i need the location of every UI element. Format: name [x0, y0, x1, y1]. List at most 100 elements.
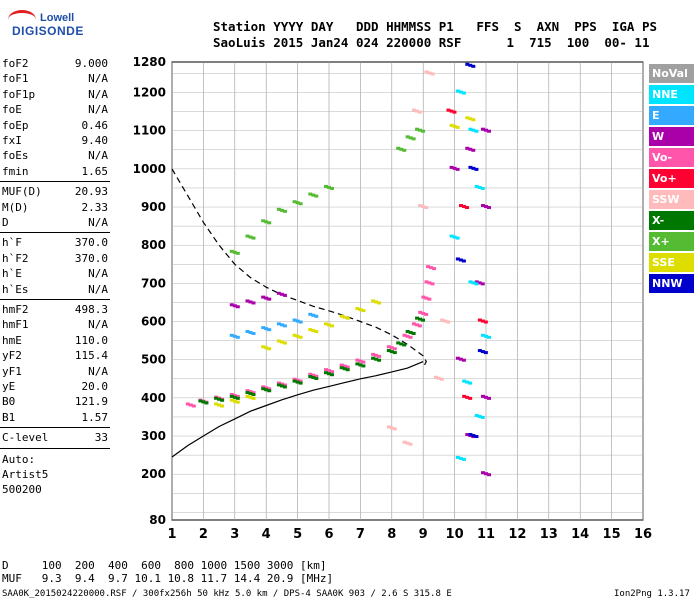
y-tick-label: 300: [141, 429, 166, 443]
param-row: fxI 9.40: [2, 134, 108, 149]
echo-point: [468, 280, 473, 284]
param-value: 20.0: [81, 380, 109, 393]
echo-point: [342, 364, 347, 368]
echo-point: [251, 331, 256, 335]
echo-point: [267, 221, 272, 225]
echo-point: [471, 434, 476, 438]
echo-point: [371, 352, 376, 356]
echo-point: [220, 404, 225, 408]
echo-point: [418, 310, 423, 314]
echo-point: [436, 376, 441, 380]
x-tick-label: 10: [446, 527, 464, 542]
param-value: N/A: [88, 87, 108, 101]
y-tick-label: 1100: [133, 124, 166, 138]
echo-point: [251, 391, 256, 395]
echo-point: [229, 398, 234, 402]
param-value: 370.0: [74, 251, 108, 265]
echo-point: [251, 396, 256, 400]
param-row: hmF1 N/A: [2, 318, 108, 333]
param-name: foE: [2, 103, 22, 117]
legend-item: NNW: [649, 274, 694, 293]
param-row: h`F2 370.0: [2, 252, 108, 267]
echo-point: [229, 392, 234, 396]
echo-point: [487, 396, 491, 400]
param-name: yE: [2, 380, 16, 393]
echo-point: [295, 378, 300, 382]
echo-point: [342, 367, 347, 371]
echo-point: [411, 322, 416, 326]
echo-point: [295, 201, 300, 205]
echo-point: [484, 472, 488, 476]
echo-point: [264, 388, 269, 392]
echo-point: [418, 128, 423, 132]
echo-point: [267, 297, 272, 301]
param-row: hmF2 498.3: [2, 303, 108, 318]
echo-point: [480, 415, 485, 419]
echo-point: [392, 351, 397, 355]
echo-point: [251, 301, 256, 305]
echo-point: [358, 308, 363, 312]
y-tick-label: 200: [141, 467, 166, 481]
header-row-2: SaoLuis 2015 Jan24 024 220000 RSF 1 715 …: [213, 35, 650, 50]
echo-point: [355, 358, 360, 362]
echo-point: [477, 414, 482, 418]
echo-point: [232, 393, 237, 397]
legend-item: E: [649, 106, 694, 125]
echo-point: [330, 324, 334, 328]
echo-point: [484, 395, 488, 399]
echo-point: [295, 319, 300, 323]
echo-point: [449, 234, 454, 238]
file-info: SAA0K_2015024220000.RSF / 300fx256h 50 k…: [2, 589, 452, 599]
echo-point: [330, 373, 334, 377]
echo-point: [480, 350, 485, 354]
legend-item: W: [649, 127, 694, 146]
echo-point: [461, 457, 466, 461]
distance-row: D 100 200 400 600 800 1000 1500 3000 [km…: [2, 559, 327, 572]
echo-point: [474, 413, 479, 417]
echo-point: [474, 167, 479, 171]
param-name: yF2: [2, 349, 22, 363]
param-row: yE 20.0: [2, 380, 108, 395]
echo-point: [261, 295, 266, 299]
echo-point: [477, 318, 482, 322]
echo-point: [361, 360, 366, 364]
echo-point: [459, 204, 464, 208]
echo-point: [461, 259, 466, 263]
param-value: 9.000: [74, 57, 108, 70]
echo-point: [452, 166, 457, 170]
echo-point: [201, 400, 206, 404]
echo-point: [408, 136, 413, 140]
echo-point: [292, 333, 297, 337]
echo-point: [449, 109, 454, 113]
echo-point: [311, 329, 316, 333]
echo-point: [292, 318, 297, 322]
echo-point: [386, 345, 391, 349]
echo-point: [245, 389, 250, 393]
echo-point: [235, 251, 240, 255]
echo-point: [245, 329, 250, 333]
param-name: foF1p: [2, 87, 36, 101]
echo-point: [468, 63, 473, 67]
y-tick-label: 400: [141, 391, 166, 405]
echo-point: [188, 403, 193, 407]
echo-point: [484, 205, 488, 209]
echo-point: [220, 398, 225, 402]
echo-point: [455, 236, 460, 240]
param-row: hmE 110.0: [2, 334, 108, 349]
echo-point: [421, 318, 426, 322]
echo-point: [458, 90, 463, 94]
echo-point: [386, 349, 391, 353]
echo-point: [232, 304, 237, 308]
echo-point: [417, 110, 422, 114]
param-name: B0: [2, 395, 16, 409]
echo-point: [308, 192, 313, 196]
logo-line-1: Lowell: [40, 12, 75, 24]
echo-point: [468, 433, 473, 437]
echo-point: [282, 293, 287, 297]
echo-point: [474, 184, 479, 188]
y-tick-label: 500: [141, 353, 166, 367]
legend-item: Vo+: [649, 169, 694, 188]
echo-point: [465, 395, 470, 399]
param-row: C-level 33: [2, 431, 108, 446]
